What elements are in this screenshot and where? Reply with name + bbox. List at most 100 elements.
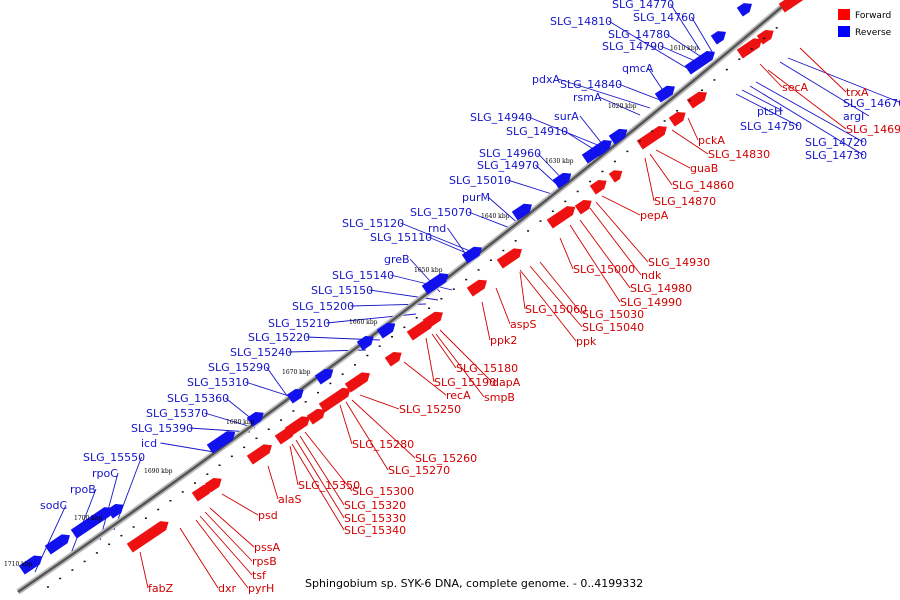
legend-forward-label: Forward xyxy=(855,11,891,21)
feature-mark xyxy=(775,27,778,29)
reverse-gene-21[interactable] xyxy=(592,143,608,157)
forward-label-slg-14980: SLG_14980 xyxy=(630,282,692,295)
backbone-layer xyxy=(16,0,792,595)
reverse-label-slg-14670: SLG_14670 xyxy=(843,97,900,110)
leader-reverse-slg-15550 xyxy=(113,456,142,531)
feature-mark xyxy=(428,307,431,310)
backbone-line xyxy=(17,0,791,594)
leader-forward-fabz xyxy=(139,551,149,589)
forward-label-ndk: ndk xyxy=(641,269,662,282)
reverse-label-rsma: rsmA xyxy=(573,91,602,104)
forward-label-ppk2: ppk2 xyxy=(490,334,517,347)
feature-mark xyxy=(218,464,221,467)
reverse-gene-1[interactable] xyxy=(18,555,43,575)
feature-mark xyxy=(267,428,270,430)
forward-label-slg-14830: SLG_14830 xyxy=(708,148,770,161)
reverse-gene-13[interactable] xyxy=(511,203,532,221)
forward-gene-4[interactable] xyxy=(246,444,272,465)
forward-gene-23[interactable] xyxy=(778,0,812,13)
forward-gene-8[interactable] xyxy=(318,387,351,413)
forward-label-slg-15260: SLG_15260 xyxy=(415,452,477,465)
forward-gene-20[interactable] xyxy=(686,91,707,109)
reverse-gene-7[interactable] xyxy=(286,388,304,404)
reverse-gene-18[interactable] xyxy=(684,51,715,75)
forward-gene-19[interactable] xyxy=(668,111,686,127)
reverse-gene-20[interactable] xyxy=(710,31,726,45)
forward-gene-14[interactable] xyxy=(496,248,522,269)
leader-forward-slg-15040 xyxy=(529,265,583,328)
reverse-gene-9[interactable] xyxy=(356,335,374,351)
leader-reverse-slg-15140 xyxy=(390,274,453,291)
forward-label-trxa: trxA xyxy=(846,86,869,99)
forward-gene-1[interactable] xyxy=(126,521,169,553)
reverse-label-slg-14940: SLG_14940 xyxy=(470,111,532,124)
forward-label-reca: recA xyxy=(446,389,471,402)
forward-gene-6[interactable] xyxy=(284,416,310,437)
leader-reverse-slg-14750 xyxy=(735,93,799,127)
forward-gene-16[interactable] xyxy=(574,199,592,215)
forward-gene-18[interactable] xyxy=(636,126,667,150)
reverse-gene-2[interactable] xyxy=(44,534,70,555)
feature-mark xyxy=(243,446,246,449)
forward-label-slg-15250: SLG_15250 xyxy=(399,403,461,416)
reverse-gene-5[interactable] xyxy=(206,431,236,454)
reverse-gene-3[interactable] xyxy=(70,507,113,539)
leader-forward-slg-14930 xyxy=(595,201,649,263)
leader-forward-dxr xyxy=(179,527,219,589)
feature-mark xyxy=(46,586,49,588)
genome-caption: Sphingobium sp. SYK-6 DNA, complete geno… xyxy=(305,577,643,590)
reverse-gene-11[interactable] xyxy=(421,273,449,295)
reverse-gene-16[interactable] xyxy=(608,128,628,145)
reverse-label-rpob: rpoB xyxy=(70,483,96,496)
reverse-gene-12[interactable] xyxy=(461,246,482,264)
forward-gene-17[interactable] xyxy=(589,179,607,195)
reverse-gene-10[interactable] xyxy=(376,322,396,339)
feature-mark xyxy=(539,220,542,222)
forward-gene-24[interactable] xyxy=(608,170,623,183)
reverse-gene-4[interactable] xyxy=(106,503,124,519)
leader-forward-alas xyxy=(267,465,279,500)
forward-label-pyrh: pyrH xyxy=(248,582,274,595)
feature-mark xyxy=(132,526,135,528)
feature-mark xyxy=(763,37,766,40)
leader-reverse-rpoc xyxy=(99,472,119,541)
forward-gene-3[interactable] xyxy=(204,477,222,493)
forward-label-pcka: pckA xyxy=(698,134,725,147)
tick-label: 1630 kbp xyxy=(545,158,574,165)
leader-forward-slg-15280 xyxy=(339,404,353,445)
reverse-gene-8[interactable] xyxy=(314,368,334,385)
feature-mark xyxy=(157,508,160,511)
feature-mark xyxy=(651,130,654,132)
leader-forward-ndk xyxy=(589,207,642,276)
leader-reverse-pdxa xyxy=(557,78,651,109)
feature-mark xyxy=(206,473,209,475)
legend-reverse-label: Reverse xyxy=(855,28,892,38)
forward-gene-12[interactable] xyxy=(422,311,443,329)
reverse-label-slg-15240: SLG_15240 xyxy=(230,346,292,359)
forward-gene-15[interactable] xyxy=(546,206,576,229)
leader-reverse-slg-14760 xyxy=(691,16,715,56)
forward-gene-7[interactable] xyxy=(306,408,326,425)
label-leader-lines xyxy=(34,3,900,589)
reverse-label-rnd: rnd xyxy=(428,222,446,235)
forward-gene-21[interactable] xyxy=(736,38,762,59)
forward-gene-9[interactable] xyxy=(344,372,370,393)
leader-forward-slg-15260 xyxy=(351,399,416,459)
feature-mark xyxy=(465,278,468,281)
feature-mark xyxy=(194,482,197,484)
forward-gene-10[interactable] xyxy=(384,351,402,367)
feature-mark xyxy=(95,552,98,554)
forward-label-slg-14690: SLG_14690 xyxy=(846,123,900,136)
reverse-gene-17[interactable] xyxy=(654,85,675,103)
reverse-gene-14[interactable] xyxy=(552,172,572,189)
forward-gene-22[interactable] xyxy=(756,29,774,45)
feature-mark xyxy=(626,150,629,153)
reverse-label-slg-14730: SLG_14730 xyxy=(805,149,867,162)
forward-gene-13[interactable] xyxy=(466,279,487,297)
legend-forward-swatch xyxy=(838,9,850,20)
reverse-gene-19[interactable] xyxy=(736,3,752,17)
reverse-gene-6[interactable] xyxy=(246,411,264,427)
forward-label-guab: guaB xyxy=(690,162,718,175)
feature-mark xyxy=(378,345,381,347)
